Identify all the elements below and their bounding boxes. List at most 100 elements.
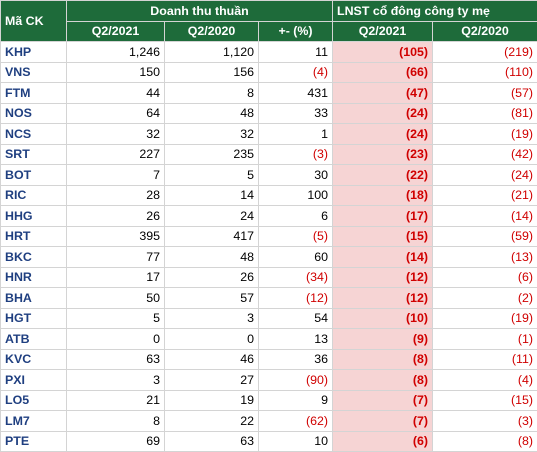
profit-q2-2021-cell: (66) — [333, 62, 433, 83]
stock-code-cell: BHA — [1, 288, 67, 309]
profit-q2-2021-cell: (23) — [333, 144, 433, 165]
profit-q2-2020-cell: (13) — [433, 247, 537, 268]
revenue-group-header: Doanh thu thuần — [67, 1, 333, 22]
stock-code-cell: NOS — [1, 103, 67, 124]
stock-code-cell: RIC — [1, 185, 67, 206]
profit-q2-2020-cell: (110) — [433, 62, 537, 83]
profit-q2-2020-cell: (2) — [433, 288, 537, 309]
profit-q2-2020-cell: (19) — [433, 308, 537, 329]
stock-code-cell: PXI — [1, 370, 67, 391]
profit-q2-2020-cell: (42) — [433, 144, 537, 165]
stock-code-cell: LM7 — [1, 411, 67, 432]
revenue-q2-2020-cell: 57 — [165, 288, 259, 309]
stock-code-cell: HGT — [1, 308, 67, 329]
profit-q2-2020-cell: (14) — [433, 206, 537, 227]
revenue-q2-2021-cell: 227 — [67, 144, 165, 165]
revenue-change-cell: 431 — [259, 83, 333, 104]
profit-q2-2020-cell: (24) — [433, 165, 537, 186]
revenue-change-cell: (3) — [259, 144, 333, 165]
profit-q2-2020-header: Q2/2020 — [433, 21, 537, 42]
profit-q2-2021-cell: (12) — [333, 288, 433, 309]
profit-q2-2021-cell: (15) — [333, 226, 433, 247]
profit-q2-2020-cell: (4) — [433, 370, 537, 391]
change-header: +- (%) — [259, 21, 333, 42]
revenue-change-cell: (4) — [259, 62, 333, 83]
revenue-q2-2021-cell: 0 — [67, 329, 165, 350]
revenue-change-cell: 30 — [259, 165, 333, 186]
stock-code-cell: HNR — [1, 267, 67, 288]
stock-code-cell: HRT — [1, 226, 67, 247]
revenue-q2-2021-cell: 17 — [67, 267, 165, 288]
profit-q2-2021-cell: (24) — [333, 124, 433, 145]
revenue-q2-2020-cell: 22 — [165, 411, 259, 432]
profit-q2-2021-cell: (105) — [333, 42, 433, 63]
revenue-q2-2021-cell: 26 — [67, 206, 165, 227]
profit-q2-2021-cell: (7) — [333, 390, 433, 411]
revenue-change-cell: 10 — [259, 431, 333, 452]
revenue-q2-2020-cell: 235 — [165, 144, 259, 165]
profit-q2-2021-cell: (8) — [333, 349, 433, 370]
profit-q2-2021-cell: (9) — [333, 329, 433, 350]
revenue-q2-2021-cell: 77 — [67, 247, 165, 268]
profit-q2-2020-cell: (1) — [433, 329, 537, 350]
revenue-q2-2020-cell: 26 — [165, 267, 259, 288]
revenue-q2-2020-header: Q2/2020 — [165, 21, 259, 42]
revenue-q2-2020-cell: 156 — [165, 62, 259, 83]
revenue-q2-2020-cell: 0 — [165, 329, 259, 350]
revenue-change-cell: 36 — [259, 349, 333, 370]
revenue-q2-2020-cell: 24 — [165, 206, 259, 227]
stock-code-cell: PTE — [1, 431, 67, 452]
revenue-q2-2020-cell: 3 — [165, 308, 259, 329]
header-row-group: Mã CK Doanh thu thuần LNST cổ đông công … — [1, 1, 537, 22]
profit-q2-2021-cell: (17) — [333, 206, 433, 227]
stock-code-cell: ATB — [1, 329, 67, 350]
revenue-change-cell: 13 — [259, 329, 333, 350]
profit-q2-2021-cell: (12) — [333, 267, 433, 288]
revenue-q2-2021-cell: 3 — [67, 370, 165, 391]
stock-code-cell: SRT — [1, 144, 67, 165]
profit-q2-2020-cell: (219) — [433, 42, 537, 63]
stock-code-cell: NCS — [1, 124, 67, 145]
profit-group-header: LNST cổ đông công ty mẹ — [333, 1, 537, 22]
revenue-change-cell: (5) — [259, 226, 333, 247]
profit-q2-2021-header: Q2/2021 — [333, 21, 433, 42]
profit-q2-2021-cell: (10) — [333, 308, 433, 329]
revenue-change-cell: (34) — [259, 267, 333, 288]
stock-code-cell: LO5 — [1, 390, 67, 411]
header-row-periods: Q2/2021 Q2/2020 +- (%) Q2/2021 Q2/2020 — [1, 21, 537, 42]
revenue-q2-2021-cell: 7 — [67, 165, 165, 186]
revenue-q2-2021-cell: 150 — [67, 62, 165, 83]
profit-q2-2020-cell: (81) — [433, 103, 537, 124]
revenue-q2-2020-cell: 48 — [165, 103, 259, 124]
stock-code-cell: BKC — [1, 247, 67, 268]
revenue-change-cell: 1 — [259, 124, 333, 145]
stock-code-cell: VNS — [1, 62, 67, 83]
profit-q2-2020-cell: (6) — [433, 267, 537, 288]
revenue-q2-2020-cell: 27 — [165, 370, 259, 391]
revenue-q2-2021-cell: 395 — [67, 226, 165, 247]
profit-q2-2021-cell: (22) — [333, 165, 433, 186]
revenue-change-cell: (90) — [259, 370, 333, 391]
revenue-change-cell: 6 — [259, 206, 333, 227]
profit-q2-2020-cell: (21) — [433, 185, 537, 206]
revenue-q2-2020-cell: 8 — [165, 83, 259, 104]
stock-code-cell: FTM — [1, 83, 67, 104]
profit-q2-2020-cell: (59) — [433, 226, 537, 247]
revenue-change-cell: 60 — [259, 247, 333, 268]
profit-q2-2020-cell: (57) — [433, 83, 537, 104]
